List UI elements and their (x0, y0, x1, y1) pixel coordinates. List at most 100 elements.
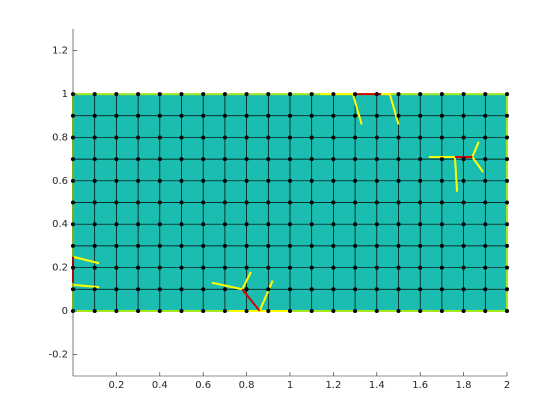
mesh-node (374, 308, 379, 313)
mesh-node (179, 308, 184, 313)
mesh-node (505, 113, 509, 118)
mesh-node (418, 157, 423, 162)
mesh-node (266, 308, 271, 313)
mesh-node (396, 265, 401, 270)
mesh-node (266, 243, 271, 248)
mesh-node (331, 287, 336, 292)
mesh-node (505, 222, 509, 227)
mesh-node (439, 135, 444, 140)
mesh-node (331, 243, 336, 248)
mesh-node (461, 135, 466, 140)
mesh-node (266, 178, 271, 183)
mesh-node (309, 222, 314, 227)
mesh-node (266, 287, 271, 292)
mesh-node (136, 308, 141, 313)
mesh-node (505, 157, 509, 162)
mesh-node (114, 178, 119, 183)
mesh-node (288, 178, 292, 183)
mesh-node (114, 222, 119, 227)
mesh-node (483, 178, 488, 183)
mesh-node (374, 113, 379, 118)
mesh-node (157, 243, 162, 248)
y-tick-label: 0.8 (52, 132, 68, 143)
mesh-node (396, 243, 401, 248)
mesh-node (92, 157, 97, 162)
y-tick-label: 0.4 (52, 219, 68, 230)
mesh-node (505, 265, 509, 270)
mesh-node (418, 200, 423, 205)
mesh-node (201, 222, 206, 227)
mesh-node (136, 200, 141, 205)
mesh-node (288, 157, 292, 162)
mesh-node (288, 222, 292, 227)
mesh-node (266, 265, 271, 270)
mesh-node (244, 113, 249, 118)
mesh-node (179, 135, 184, 140)
mesh-node (353, 222, 358, 227)
mesh-node (244, 265, 249, 270)
mesh-node (222, 287, 227, 292)
x-tick-label: 1.6 (412, 380, 428, 391)
mesh-node (222, 265, 227, 270)
mesh-node (136, 135, 141, 140)
mesh-node (374, 265, 379, 270)
mesh-node (353, 113, 358, 118)
mesh-node (439, 178, 444, 183)
mesh-node (266, 222, 271, 227)
mesh-node (353, 287, 358, 292)
mesh-node (288, 243, 292, 248)
mesh-node (114, 308, 119, 313)
y-tick-label: 0.6 (52, 176, 68, 187)
mesh-node (331, 135, 336, 140)
mesh-node (396, 157, 401, 162)
mesh-node (483, 200, 488, 205)
mesh-node (179, 287, 184, 292)
mesh-node (92, 135, 97, 140)
mesh-node (374, 157, 379, 162)
mesh-node (374, 200, 379, 205)
mesh-node (136, 113, 141, 118)
mesh-node (201, 200, 206, 205)
mesh-node (461, 308, 466, 313)
mesh-node (461, 92, 466, 97)
y-tick-label: 1 (62, 89, 68, 100)
mesh-node (222, 113, 227, 118)
mesh-node (439, 222, 444, 227)
x-tick-label: 1 (287, 380, 293, 391)
mesh-node (396, 92, 401, 97)
mesh-node (309, 157, 314, 162)
mesh-node (288, 265, 292, 270)
x-tick-label: 1.2 (325, 380, 341, 391)
mesh-node (396, 308, 401, 313)
x-tick-label: 0.6 (195, 380, 211, 391)
mesh-node (396, 200, 401, 205)
mesh-node (157, 113, 162, 118)
x-tick-label: 0.8 (239, 380, 255, 391)
mesh-node (309, 200, 314, 205)
y-tick-label: 0.2 (52, 263, 68, 274)
mesh-node (201, 265, 206, 270)
mesh-node (461, 222, 466, 227)
mesh-node (461, 113, 466, 118)
mesh-node (396, 113, 401, 118)
mesh-node (244, 200, 249, 205)
mesh-node (201, 135, 206, 140)
mesh-node (136, 265, 141, 270)
mesh-node (309, 287, 314, 292)
mesh-node (222, 222, 227, 227)
mesh-node (157, 178, 162, 183)
mesh-node (331, 200, 336, 205)
mesh-node (157, 157, 162, 162)
mesh-node (374, 287, 379, 292)
mesh-node (92, 178, 97, 183)
mesh-node (505, 178, 509, 183)
mesh-node (288, 308, 292, 313)
mesh-node (418, 287, 423, 292)
mesh-node (483, 135, 488, 140)
mesh-node (222, 308, 227, 313)
mesh-node (439, 265, 444, 270)
mesh-node (309, 178, 314, 183)
mesh-node (439, 113, 444, 118)
mesh-node (331, 222, 336, 227)
mesh-node (418, 92, 423, 97)
